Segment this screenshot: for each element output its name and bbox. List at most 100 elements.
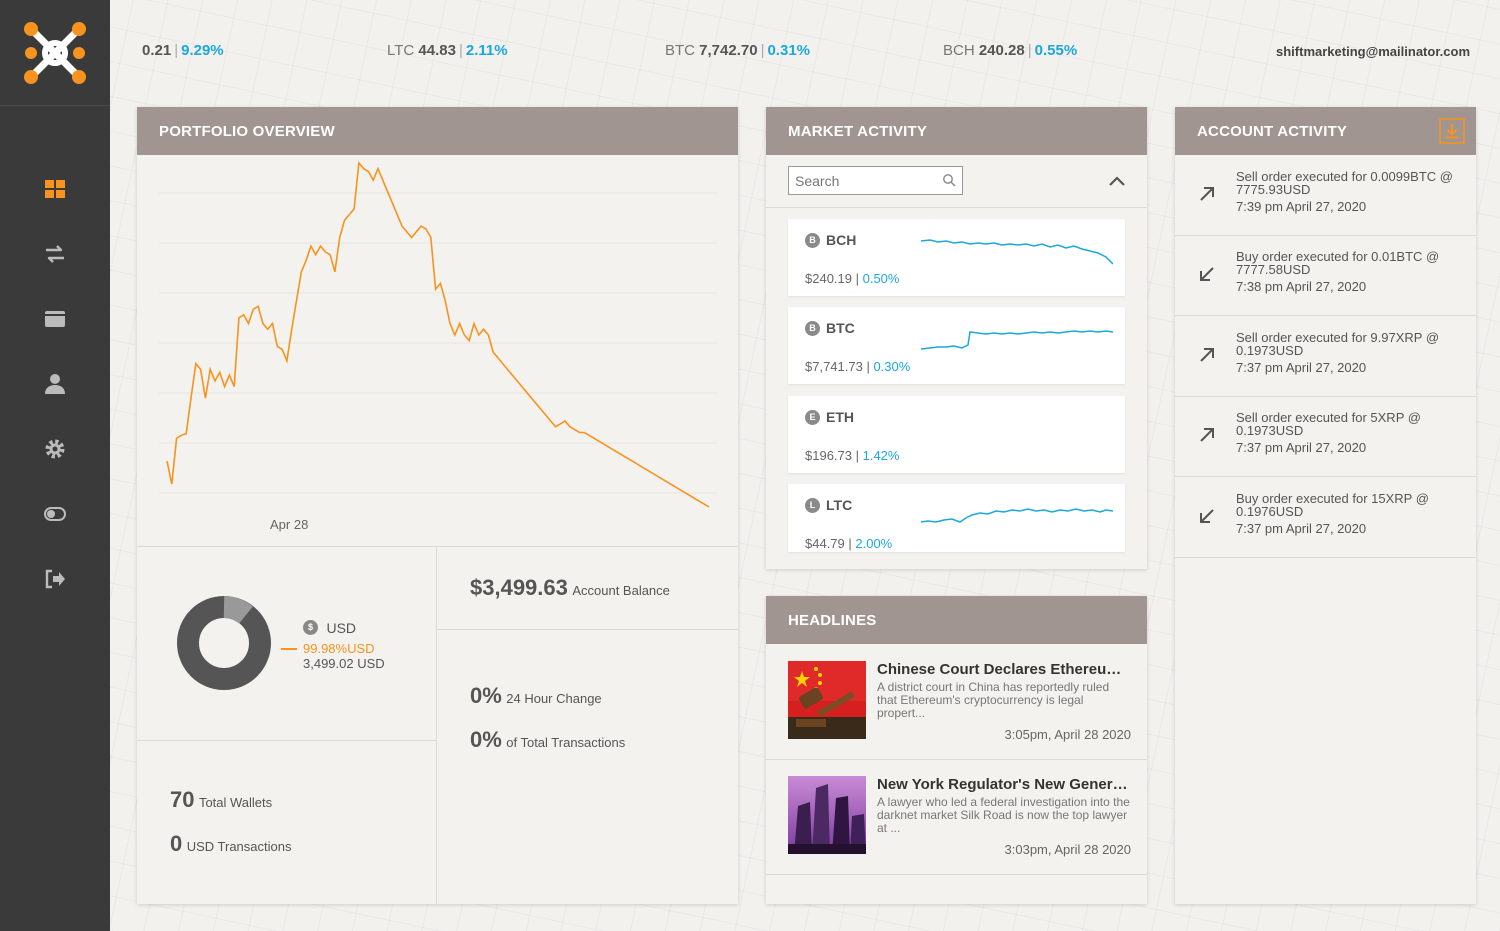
legend-amount: 3,499.02 USD: [303, 656, 385, 671]
market-panel: MARKET ACTIVITY B BCH $240.19 | 0.50% B …: [766, 107, 1147, 569]
user-email[interactable]: shiftmarketing@mailinator.com: [1276, 44, 1470, 59]
nav-logout[interactable]: [0, 559, 110, 599]
search-icon[interactable]: [942, 173, 956, 187]
allocation-donut: [177, 596, 271, 690]
activity-item[interactable]: Sell order executed for 9.97XRP @ 0.1973…: [1175, 317, 1476, 397]
coin-card-btc[interactable]: B BTC $7,741.73 | 0.30%: [788, 307, 1125, 384]
coin-card-eth[interactable]: E ETH $196.73 | 1.42%: [788, 396, 1125, 473]
ticker-item: LTC 44.83 | 2.11%: [387, 42, 508, 59]
change-label: 24 Hour Change: [506, 691, 602, 706]
divider: [436, 547, 437, 904]
divider: [137, 740, 437, 741]
total-tx-label: of Total Transactions: [506, 735, 626, 750]
ticker-price: 44.83: [418, 42, 456, 59]
wallets-value: 70: [170, 787, 195, 812]
ticker-item: BCH 240.28 | 0.55%: [943, 42, 1078, 59]
sparkline: [920, 330, 1113, 350]
coin-name: BTC: [826, 320, 855, 336]
change-value: 0%: [470, 683, 502, 708]
headline-body: A lawyer who led a federal investigation…: [877, 795, 1130, 835]
total-transactions: 0% of Total Transactions: [470, 727, 625, 753]
logo-icon: [24, 21, 86, 84]
activity-time: 7:37 pm April 27, 2020: [1236, 360, 1367, 375]
logout-icon: [45, 569, 65, 589]
headline-time: 3:03pm, April 28 2020: [1004, 842, 1131, 857]
legend-line: [281, 648, 297, 650]
activity-text: Buy order executed for 0.01BTC @ 7777.58…: [1236, 250, 1466, 293]
nav-settings[interactable]: [0, 429, 110, 469]
wallet-icon: [45, 311, 65, 327]
activity-item[interactable]: Sell order executed for 5XRP @ 0.1973USD…: [1175, 397, 1476, 477]
ticker-price: 7,742.70: [699, 42, 758, 59]
activity-item[interactable]: Buy order executed for 15XRP @ 0.1976USD…: [1175, 478, 1476, 558]
nav-toggle[interactable]: [0, 494, 110, 534]
dashboard-icon: [45, 180, 65, 198]
sparkline: [920, 508, 1113, 523]
panel-title: MARKET ACTIVITY: [766, 107, 1147, 155]
ticker-pct: 0.55%: [1034, 42, 1078, 59]
total-tx-value: 0%: [470, 727, 502, 752]
activity-item[interactable]: Buy order executed for 0.01BTC @ 7777.58…: [1175, 236, 1476, 316]
arrow-down-left-icon: [1200, 267, 1214, 281]
ticker-pct: 2.11%: [465, 42, 508, 59]
account-activity-panel: ACCOUNT ACTIVITY Sell order executed for…: [1175, 107, 1476, 904]
nav-dashboard[interactable]: [0, 169, 110, 209]
coin-name: ETH: [826, 409, 854, 425]
activity-text: Sell order executed for 0.0099BTC @ 7775…: [1236, 170, 1466, 213]
panel-title: HEADLINES: [766, 596, 1147, 644]
coin-card-bch[interactable]: B BCH $240.19 | 0.50%: [788, 219, 1125, 296]
arrow-up-right-icon: [1200, 428, 1214, 442]
balance-value: $3,499.63: [470, 575, 568, 600]
activity-text: Buy order executed for 15XRP @ 0.1976USD…: [1236, 492, 1466, 535]
panel-title: ACCOUNT ACTIVITY: [1175, 107, 1476, 155]
ticker-price: 0.21: [142, 42, 172, 59]
divider: [137, 546, 738, 547]
headlines-panel: HEADLINES Chinese Court Declares Ethereu…: [766, 596, 1147, 904]
balance-label: Account Balance: [572, 583, 670, 598]
activity-item[interactable]: Sell order executed for 0.0099BTC @ 7775…: [1175, 156, 1476, 236]
wallets-label: Total Wallets: [198, 795, 273, 810]
coin-card-ltc[interactable]: L LTC $44.79 | 2.00%: [788, 484, 1125, 552]
chart-line: [166, 161, 710, 508]
ticker-item: 0.21 | 9.29%: [142, 42, 224, 59]
ticker-item: BTC 7,742.70 | 0.31%: [665, 42, 811, 59]
portfolio-panel: PORTFOLIO OVERVIEW Apr 28 $ USD 99.98%US…: [137, 107, 738, 904]
headline-thumbnail-gavel: [788, 661, 866, 739]
headline-time: 3:05pm, April 28 2020: [1004, 727, 1131, 742]
ticker-symbol: BCH: [943, 42, 975, 59]
headline-item[interactable]: New York Regulator's New General Counsel…: [788, 776, 1132, 857]
divider: [766, 207, 1147, 208]
nav-exchange[interactable]: [0, 234, 110, 274]
headline-title[interactable]: New York Regulator's New General Counsel: [877, 776, 1132, 793]
activity-time: 7:39 pm April 27, 2020: [1236, 199, 1367, 214]
download-icon[interactable]: [1439, 118, 1465, 144]
toggle-icon: [44, 507, 66, 521]
market-search: [788, 166, 963, 195]
activity-time: 7:37 pm April 27, 2020: [1236, 521, 1367, 536]
btc-coin-icon: B: [805, 321, 820, 336]
activity-time: 7:37 pm April 27, 2020: [1236, 440, 1367, 455]
coin-price: $240.19 | 0.50%: [805, 271, 900, 286]
ticker-symbol: LTC: [387, 42, 415, 59]
ticker-price: 240.28: [978, 42, 1025, 59]
divider: [437, 629, 738, 630]
headline-title[interactable]: Chinese Court Declares Ethereum Cryptocu…: [877, 661, 1132, 678]
usd-transactions: 0 USD Transactions: [170, 831, 291, 857]
search-input[interactable]: [789, 167, 934, 194]
ltc-coin-icon: L: [805, 498, 820, 513]
chevron-up-icon[interactable]: [1108, 175, 1126, 187]
account-balance: $3,499.63 Account Balance: [470, 575, 670, 601]
headline-body: A district court in China has reportedly…: [877, 680, 1110, 720]
eth-coin-icon: E: [805, 410, 820, 425]
headline-item[interactable]: Chinese Court Declares Ethereum Cryptocu…: [788, 661, 1132, 742]
legend-detail: 99.98%USD 3,499.02 USD: [281, 641, 443, 671]
nav-wallet[interactable]: [0, 299, 110, 339]
usd-tx-value: 0: [170, 831, 183, 856]
legend-currency: USD: [326, 619, 357, 636]
nav-user[interactable]: [0, 364, 110, 404]
activity-text: Sell order executed for 5XRP @ 0.1973USD…: [1236, 411, 1466, 454]
coin-price: $44.79 | 2.00%: [805, 536, 893, 551]
app-logo[interactable]: [0, 0, 110, 106]
arrow-down-left-icon: [1200, 509, 1214, 523]
chart-grid: [159, 192, 717, 494]
